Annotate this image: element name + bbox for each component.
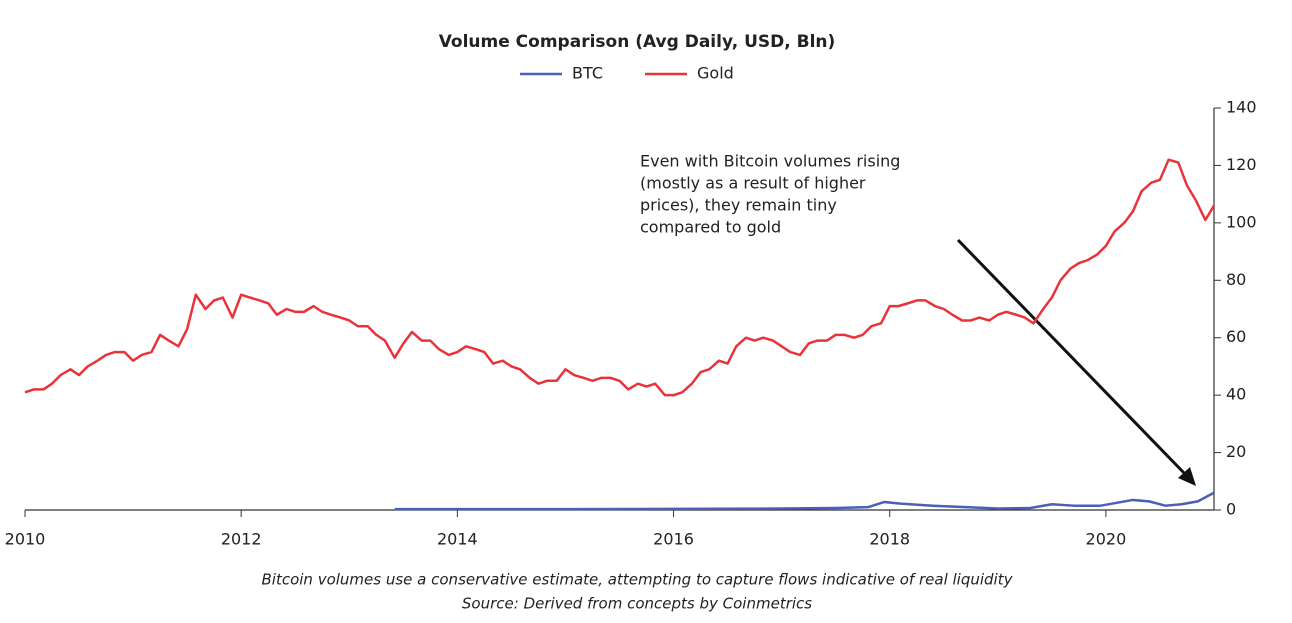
x-tick-label: 2016 [653,530,694,549]
chart-title: Volume Comparison (Avg Daily, USD, Bln) [439,32,836,52]
y-tick-label: 40 [1226,385,1246,404]
y-tick-label: 0 [1226,500,1236,519]
x-tick-label: 2012 [221,530,262,549]
annotation: Even with Bitcoin volumes rising (mostly… [640,152,1196,486]
legend-label: BTC [572,64,603,83]
annotation-line: compared to gold [640,218,781,237]
y-tick-label: 80 [1226,270,1246,289]
series-line [24,158,1216,397]
y-tick-label: 120 [1226,155,1257,174]
y-tick-label: 60 [1226,327,1246,346]
annotation-line: Even with Bitcoin volumes rising [640,152,900,171]
y-tick-label: 20 [1226,442,1246,461]
legend-label: Gold [697,64,734,83]
x-tick-label: 2020 [1086,530,1127,549]
y-tick-label: 140 [1226,98,1257,117]
series-line [394,491,1215,511]
arrow-head [1178,467,1196,486]
annotation-line: prices), they remain tiny [640,196,837,215]
x-tick-label: 2014 [437,530,478,549]
x-tick-label: 2018 [869,530,910,549]
annotation-line: (mostly as a result of higher [640,174,866,193]
footnote: Bitcoin volumes use a conservative estim… [262,571,1014,589]
annotation-arrow [956,238,1188,477]
source: Source: Derived from concepts by Coinmet… [462,595,812,613]
x-tick-label: 2010 [5,530,46,549]
y-tick-label: 100 [1226,212,1257,231]
